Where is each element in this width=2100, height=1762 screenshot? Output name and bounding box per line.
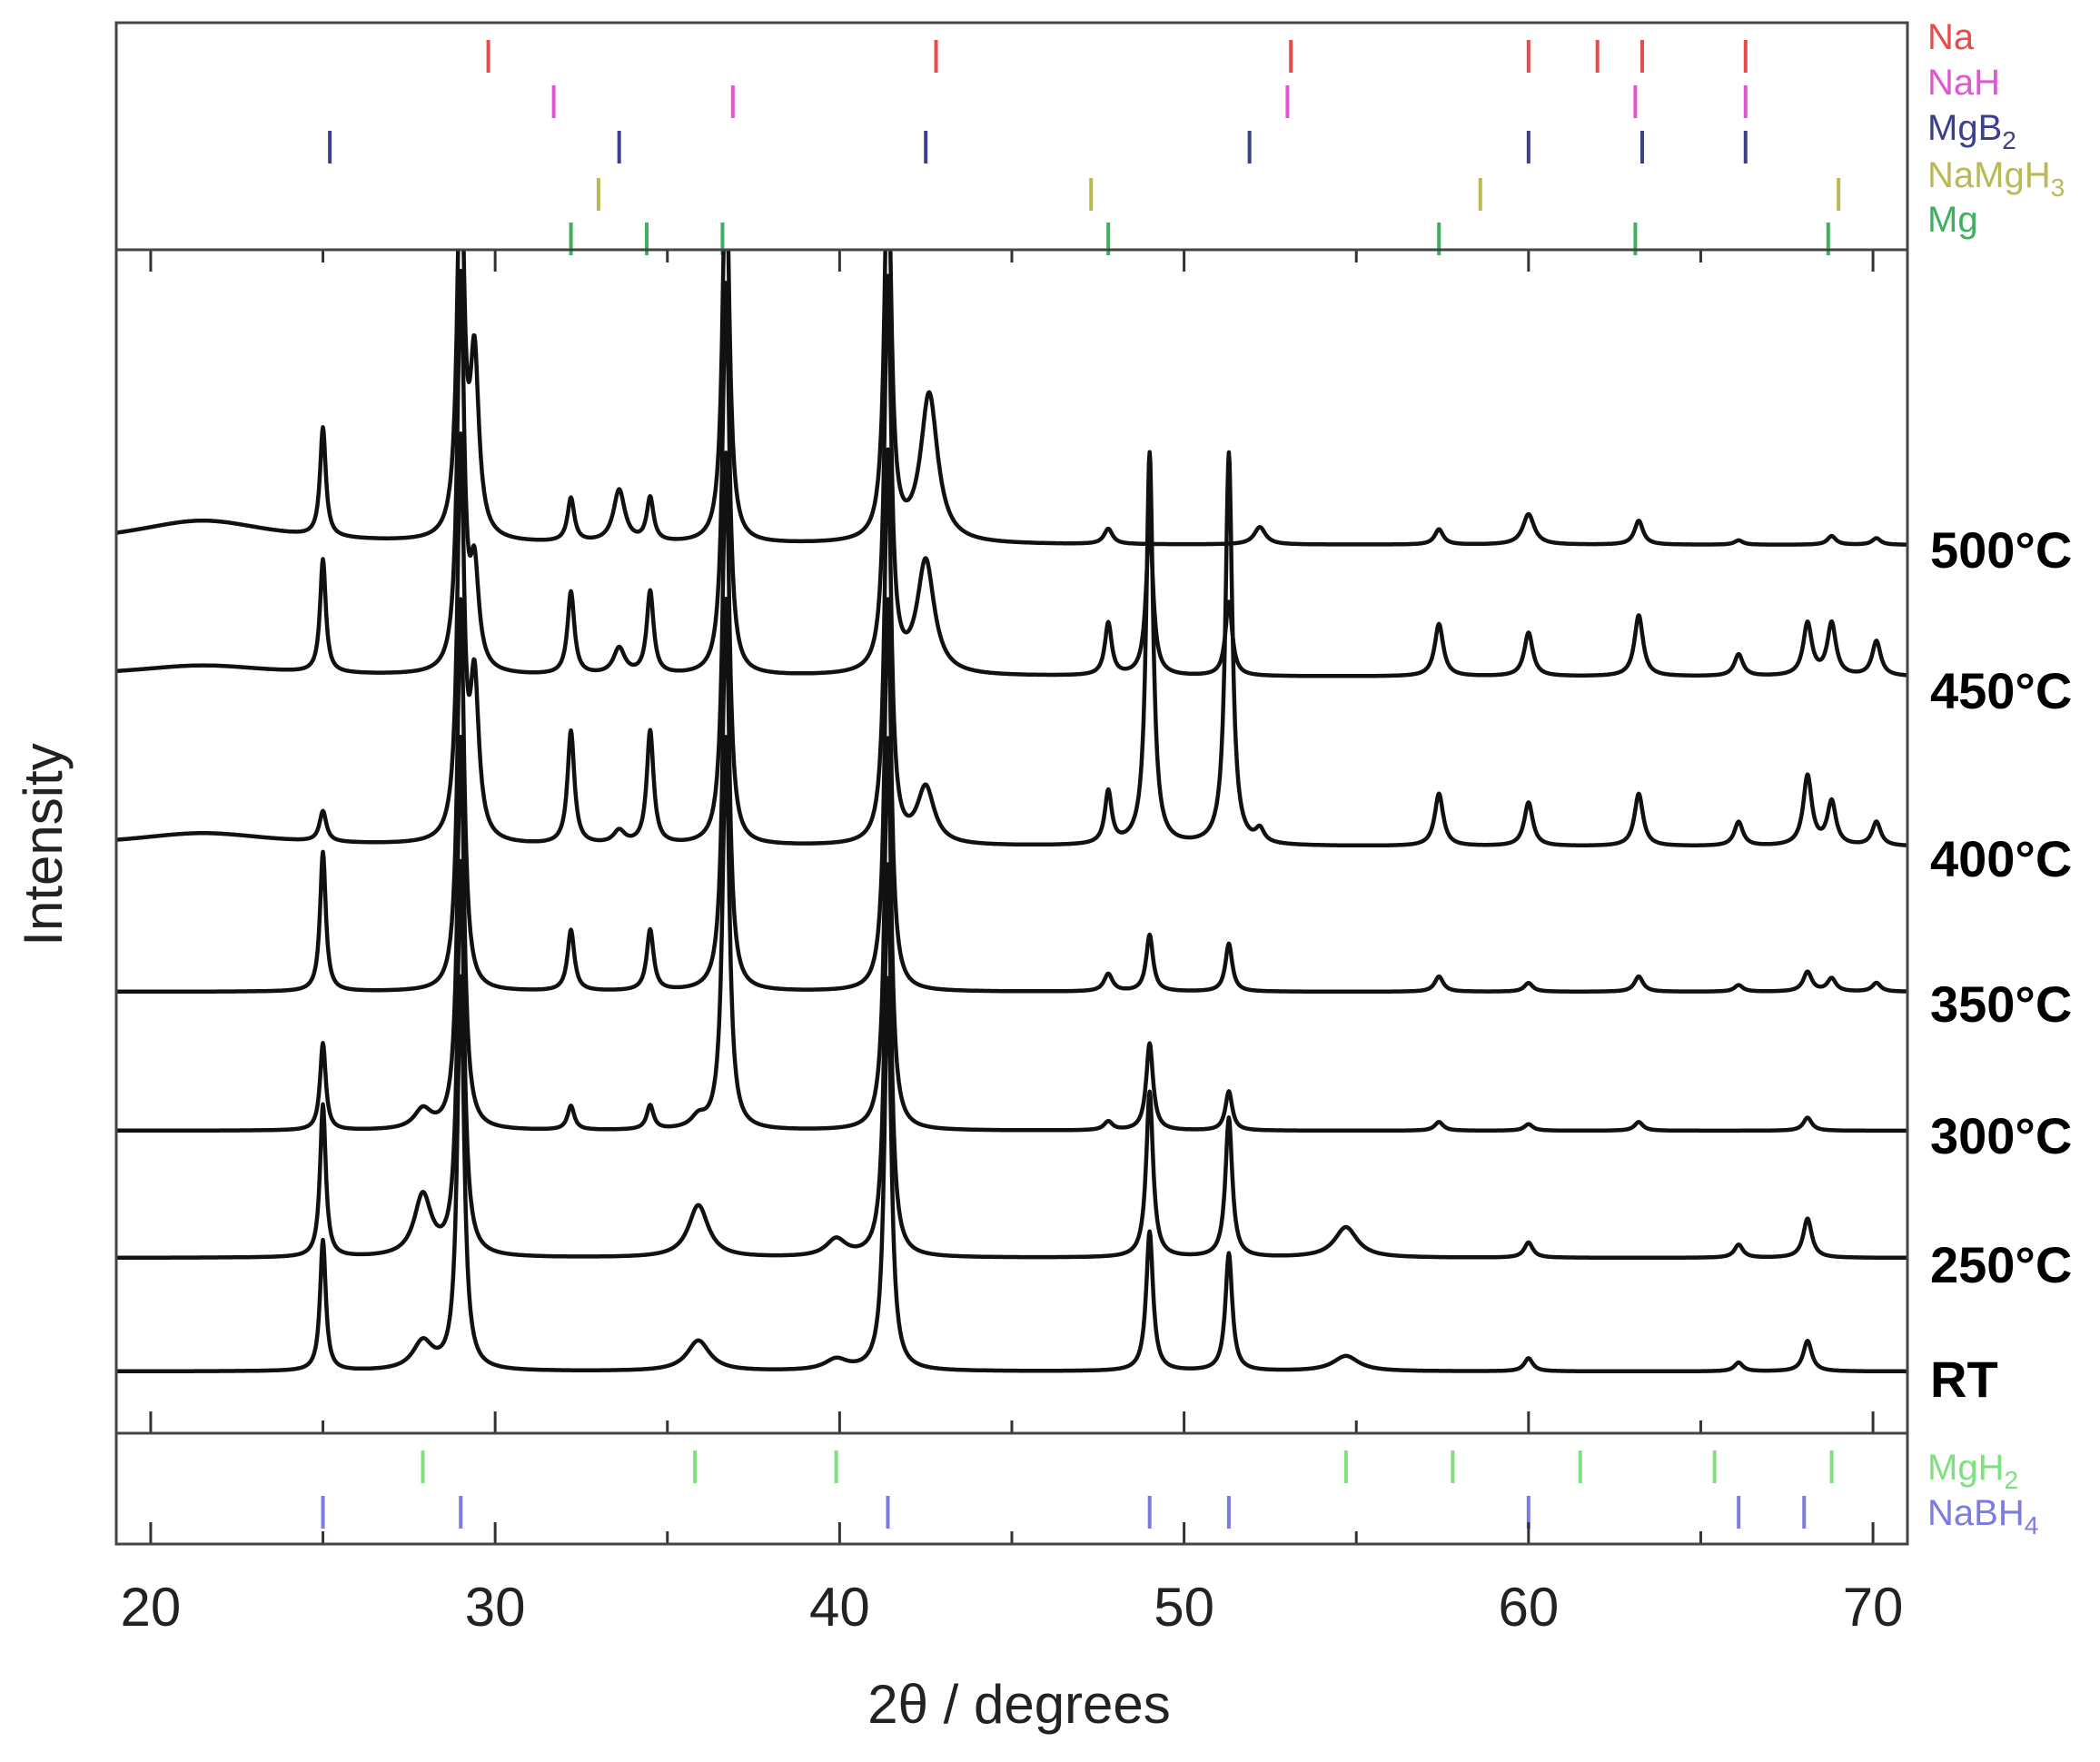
- ref-label-namgh3: NaMgH3: [1927, 155, 2065, 202]
- ref-label-mgh2: MgH2: [1927, 1448, 2018, 1494]
- curve-label-350c: 350°C: [1930, 975, 2072, 1033]
- ref-label-nabh4: NaBH4: [1927, 1493, 2038, 1539]
- x-axis-title: 2θ / degrees: [867, 1674, 1171, 1735]
- axis-ticks: 20 30 40 50 60 70: [121, 250, 1904, 1638]
- x-tick-label: 60: [1498, 1577, 1559, 1638]
- bottom-reference-panel: [114, 1431, 1909, 1546]
- curve-label-400c: 400°C: [1930, 830, 2072, 887]
- panel-frames: [114, 21, 1909, 1546]
- x-tick-label: 70: [1843, 1577, 1904, 1638]
- curve-350c: [116, 597, 1907, 995]
- y-axis-title: Intensity: [13, 743, 74, 945]
- curve-label-450c: 450°C: [1930, 662, 2072, 719]
- x-tick-label: 40: [809, 1577, 870, 1638]
- ref-label-mgb2: MgB2: [1927, 108, 2016, 154]
- curve-label-500c: 500°C: [1930, 521, 2072, 579]
- ref-label-mg: Mg: [1927, 200, 1978, 240]
- curve-450c: [116, 269, 1907, 678]
- curve-label-250c: 250°C: [1930, 1236, 2072, 1293]
- curve-rt: [116, 974, 1907, 1374]
- curve-label-300c: 300°C: [1930, 1107, 2072, 1164]
- curve-250c: [116, 858, 1907, 1261]
- curve-labels: RT 250°C 300°C 350°C 400°C 450°C 500°C: [1930, 521, 2072, 1408]
- ref-label-na: Na: [1927, 17, 1975, 57]
- x-tick-label: 30: [465, 1577, 526, 1638]
- curve-300c: [116, 734, 1907, 1133]
- x-tick-label: 50: [1154, 1577, 1214, 1638]
- x-tick-label: 20: [121, 1577, 182, 1638]
- curve-400c: [116, 431, 1907, 848]
- ref-label-nah: NaH: [1927, 63, 2000, 103]
- curve-label-rt: RT: [1930, 1351, 1998, 1408]
- diffraction-curves: [116, 250, 1907, 1374]
- curve-500c: [116, 250, 1907, 547]
